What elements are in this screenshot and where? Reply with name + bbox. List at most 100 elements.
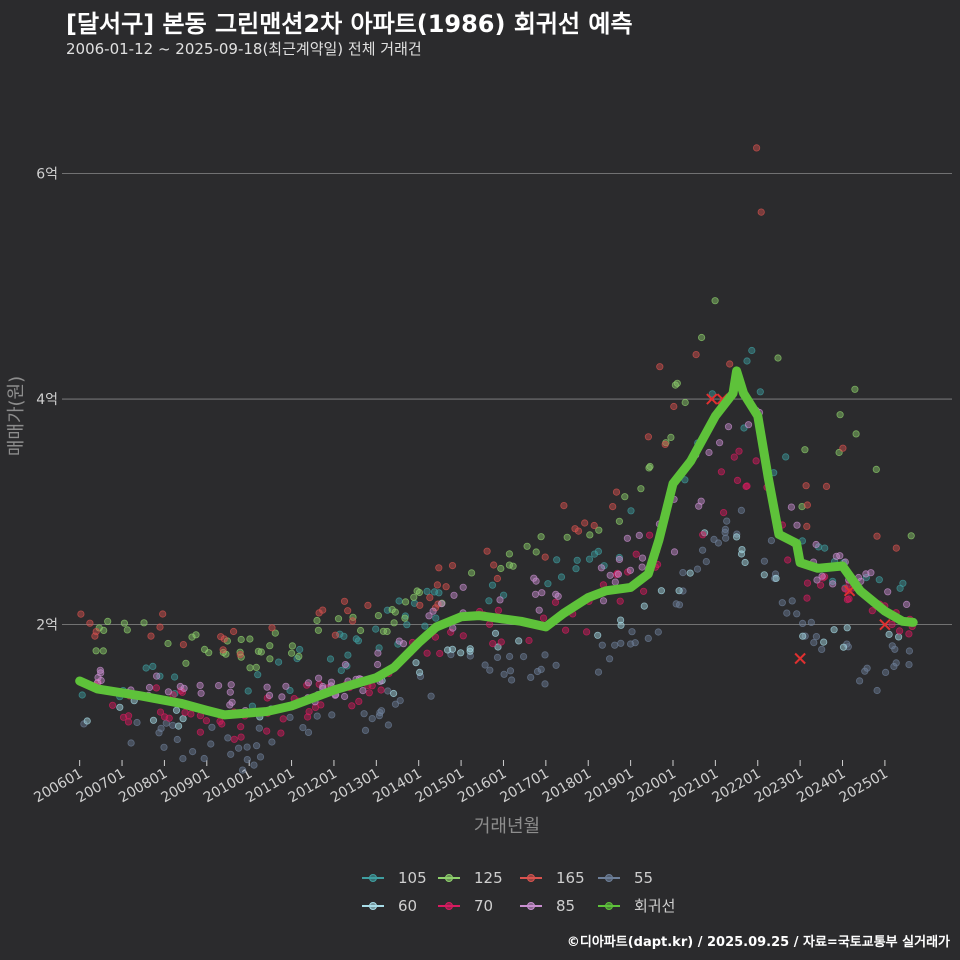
data-point-60 — [457, 649, 465, 657]
data-point-165 — [590, 521, 598, 530]
data-point-85 — [429, 607, 437, 615]
data-point-55 — [189, 747, 197, 756]
chart-subtitle: 2006-01-12 ~ 2025-09-18(최근계약일) 전체 거래건 — [66, 40, 422, 58]
data-point-85 — [638, 563, 646, 571]
data-point-55 — [179, 754, 187, 763]
data-point-60 — [179, 715, 187, 723]
data-point-105 — [286, 686, 294, 695]
data-point-60 — [149, 716, 158, 724]
data-point-85 — [813, 576, 821, 584]
data-point-70 — [263, 727, 271, 735]
data-point-105 — [435, 589, 443, 597]
data-point-85 — [531, 590, 540, 598]
data-point-165 — [822, 482, 831, 490]
data-point-105 — [875, 576, 883, 584]
data-point-165 — [670, 402, 678, 411]
data-point-105 — [499, 591, 508, 599]
data-point-60 — [894, 633, 903, 641]
data-point-55 — [594, 668, 603, 676]
data-point-125 — [120, 619, 129, 627]
data-point-125 — [314, 626, 322, 634]
legend-label: 105 — [398, 869, 427, 887]
data-point-70 — [525, 636, 533, 645]
data-point-70 — [156, 708, 165, 716]
data-point-70 — [355, 697, 363, 706]
data-point-70 — [717, 468, 726, 476]
data-point-125 — [836, 411, 844, 419]
data-point-70 — [423, 649, 431, 657]
data-point-70 — [735, 447, 743, 455]
data-point-55 — [760, 557, 769, 565]
data-point-165 — [490, 561, 498, 569]
data-point-55 — [737, 506, 746, 514]
data-point-105 — [862, 573, 870, 582]
data-point-125 — [374, 611, 382, 620]
data-point-125 — [774, 354, 782, 362]
data-point-60 — [389, 689, 398, 698]
data-point-165 — [433, 581, 441, 589]
highlight-marker — [879, 618, 891, 631]
data-point-85 — [829, 580, 837, 588]
data-point-55 — [519, 652, 528, 661]
data-point-85 — [818, 572, 826, 580]
data-point-55 — [268, 738, 276, 746]
data-point-55 — [299, 723, 307, 732]
data-point-125 — [532, 548, 540, 556]
data-point-105 — [340, 632, 348, 640]
data-point-165 — [416, 601, 424, 609]
data-point-165 — [179, 640, 187, 649]
data-point-55 — [368, 714, 376, 723]
data-point-165 — [442, 583, 450, 591]
data-point-70 — [109, 701, 117, 709]
data-point-85 — [215, 681, 223, 690]
data-point-85 — [282, 682, 290, 690]
data-point-55 — [256, 753, 265, 761]
data-point-165 — [541, 553, 549, 561]
data-point-55 — [644, 634, 652, 643]
data-point-125 — [697, 333, 706, 342]
data-point-70 — [645, 531, 654, 539]
data-point-125 — [182, 659, 190, 667]
data-point-125 — [537, 533, 545, 541]
data-point-70 — [639, 587, 648, 595]
data-point-85 — [340, 692, 349, 701]
data-point-105 — [149, 662, 157, 671]
data-point-125 — [252, 663, 260, 672]
data-point-55 — [723, 517, 731, 525]
data-point-105 — [756, 388, 764, 396]
data-point-55 — [481, 661, 489, 669]
data-point-55 — [255, 724, 263, 732]
data-point-165 — [803, 522, 811, 531]
data-point-70 — [303, 713, 312, 721]
data-point-85 — [867, 569, 875, 577]
data-point-165 — [574, 527, 583, 535]
data-point-85 — [611, 578, 619, 586]
data-point-125 — [349, 613, 357, 621]
data-point-70 — [843, 595, 852, 604]
data-point-70 — [459, 632, 467, 640]
data-point-125 — [711, 297, 719, 305]
data-point-165 — [752, 144, 761, 152]
highlight-marker — [706, 393, 718, 405]
data-point-125 — [505, 550, 513, 558]
legend-label: 70 — [474, 897, 493, 915]
y-tick-label: 4억 — [36, 392, 58, 408]
legend-swatch-dot — [445, 902, 453, 910]
data-point-55 — [873, 686, 881, 695]
data-point-165 — [348, 617, 357, 625]
data-point-85 — [496, 596, 504, 604]
data-point-55 — [767, 536, 776, 545]
data-point-55 — [127, 739, 135, 747]
data-point-85 — [226, 701, 234, 709]
data-point-105 — [544, 580, 552, 588]
data-point-105 — [557, 573, 566, 581]
data-point-55 — [286, 713, 294, 722]
data-point-85 — [530, 574, 538, 582]
data-point-85 — [180, 684, 188, 692]
data-point-55 — [360, 710, 368, 718]
data-point-105 — [254, 671, 262, 679]
data-point-55 — [155, 729, 163, 737]
legend-label: 125 — [474, 869, 503, 887]
data-point-70 — [485, 620, 494, 628]
data-point-85 — [793, 521, 801, 529]
